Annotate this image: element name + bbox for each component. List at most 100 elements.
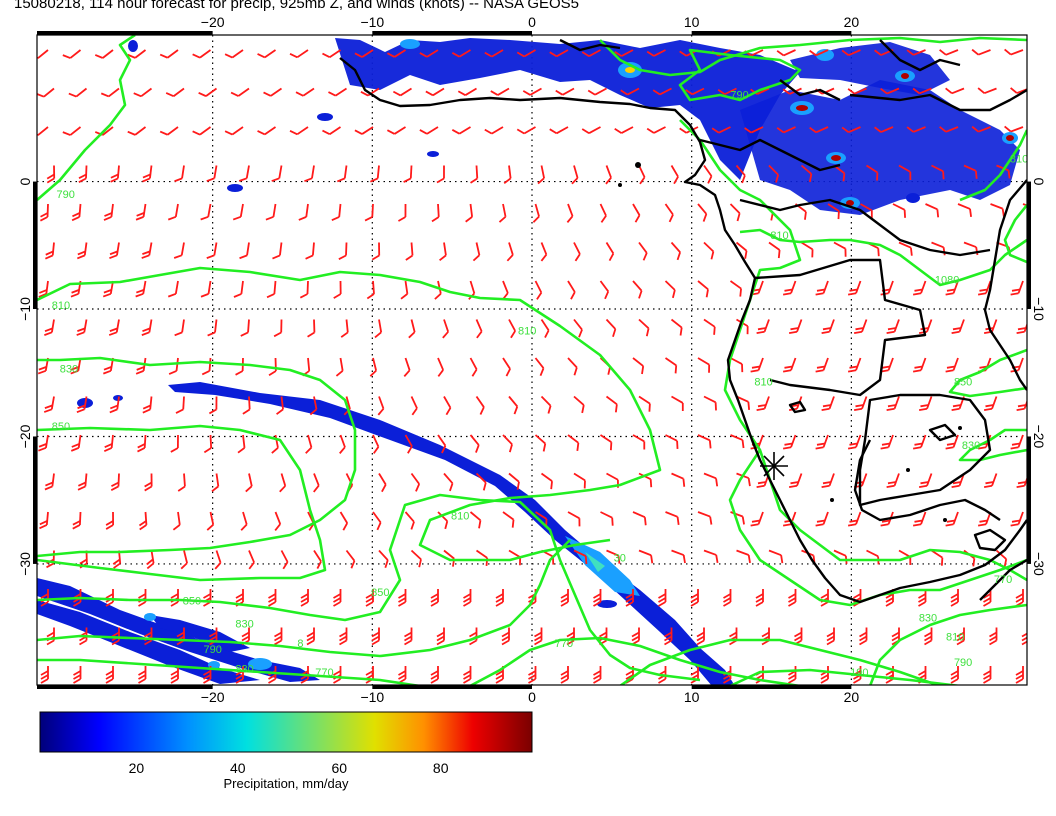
wind-barb [573, 395, 585, 414]
wind-barb [371, 242, 381, 261]
wind-barb [43, 396, 55, 413]
wind-barb [198, 87, 218, 97]
wind-barb [898, 164, 912, 180]
wind-barb [313, 550, 322, 569]
wind-barb [110, 473, 120, 491]
wind-barb [431, 203, 440, 223]
wind-barb [690, 589, 699, 607]
wind-barb [165, 87, 185, 98]
wind-barb [665, 511, 680, 525]
wind-barb [105, 511, 115, 530]
contour-label: 790 [954, 657, 972, 669]
wind-barb [632, 357, 645, 375]
wind-barb [73, 589, 82, 607]
wind-barb [670, 241, 681, 261]
wind-barb [76, 242, 88, 260]
wind-barb [506, 242, 514, 262]
wind-barb [508, 395, 519, 415]
contour-label: 830 [235, 619, 253, 631]
wind-barb [475, 472, 487, 491]
wind-barb [671, 395, 684, 412]
wind-barb [172, 511, 181, 531]
wind-barb [646, 49, 666, 57]
contour-label: 850 [183, 596, 201, 608]
wind-barb [859, 627, 868, 646]
wind-barb [266, 280, 277, 299]
wind-barb [703, 164, 713, 184]
wind-barb [135, 280, 147, 298]
wind-barb [235, 357, 244, 376]
wind-barb [1022, 203, 1027, 210]
wind-barb [646, 126, 666, 134]
wind-barb [782, 357, 797, 373]
wind-barb [788, 666, 797, 684]
wind-barb [573, 549, 588, 565]
wind-barb [567, 357, 578, 376]
wind-barb [238, 165, 250, 182]
wind-barb [782, 434, 797, 450]
contour-label: 770 [315, 667, 333, 679]
wind-barb [340, 319, 349, 338]
wind-barb [370, 165, 380, 183]
wind-barb [573, 472, 586, 489]
coastlines [339, 38, 1027, 604]
wind-barb [670, 318, 683, 336]
wind-barb [141, 242, 153, 259]
height-contours [37, 35, 1027, 685]
wind-barb [62, 126, 82, 136]
wind-barb [274, 511, 282, 531]
colorbar-tick-label: 60 [331, 760, 347, 776]
wind-barb [800, 164, 813, 183]
wind-barb [135, 357, 147, 375]
wind-barb [242, 396, 251, 415]
wind-barb [345, 549, 356, 569]
wind-barb [1027, 166, 1045, 179]
wind-barb [977, 87, 997, 95]
wind-barb [534, 357, 545, 377]
wind-barb [502, 511, 515, 528]
wind-barb [924, 627, 933, 646]
wind-barb [756, 396, 770, 411]
map-title: 15080218, 114 hour forecast for precip, … [14, 0, 580, 12]
wind-barb [192, 49, 212, 59]
wind-barb [931, 164, 945, 180]
wind-barb [137, 434, 147, 453]
wind-barb [305, 242, 315, 260]
wind-barb [501, 627, 510, 646]
wind-barb [912, 434, 927, 450]
wind-barb [397, 203, 407, 222]
wind-barb [664, 627, 673, 646]
wind-barb [1004, 125, 1024, 133]
wind-barb [573, 318, 583, 338]
wind-barb [170, 589, 179, 607]
wind-barb [567, 511, 581, 527]
lon-label-top: 0 [528, 14, 536, 30]
contour-label: 830 [919, 612, 937, 624]
wind-barb [977, 280, 992, 296]
wind-barb [167, 280, 179, 298]
wind-barb [983, 473, 998, 488]
wind-barb [463, 666, 472, 684]
contour-label: 810 [451, 510, 469, 522]
wind-barb [39, 511, 49, 530]
wind-barb [600, 511, 614, 526]
lat-label-left: −20 [17, 424, 33, 448]
wind-barb [549, 49, 569, 58]
wind-barb [730, 511, 745, 525]
wind-barb [404, 511, 415, 530]
wind-barb [425, 87, 445, 97]
wind-barb [257, 126, 277, 136]
wind-barb [761, 627, 770, 646]
wind-barb [815, 434, 829, 450]
wind-barb [945, 434, 959, 450]
colorbar-ticks: 20 40 60 80 [129, 760, 449, 776]
wind-barb [364, 203, 374, 222]
wind-barb [912, 357, 927, 373]
wind-barb [76, 319, 88, 336]
wind-barb [638, 241, 648, 261]
frame-bar [33, 436, 37, 564]
wind-barb [146, 550, 155, 570]
wind-barb [371, 627, 380, 646]
wind-barb [532, 203, 540, 223]
wind-barb [776, 49, 796, 57]
